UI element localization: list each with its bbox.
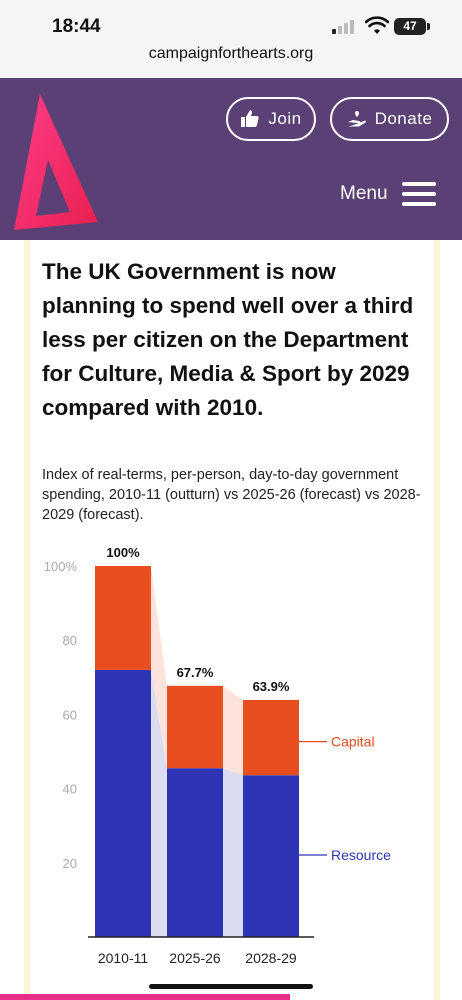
y-tick-label: 60 <box>63 707 77 722</box>
resource-connector <box>151 669 167 937</box>
chart-subtitle: Index of real-terms, per-person, day-to-… <box>42 467 421 523</box>
y-tick-label: 40 <box>63 782 77 797</box>
resource-bar <box>167 768 223 937</box>
capital-bar <box>95 566 151 670</box>
campaign-logo[interactable] <box>12 90 102 230</box>
menu-button[interactable]: Menu <box>340 182 436 206</box>
bar-total-label: 100% <box>106 545 140 560</box>
y-tick-label: 80 <box>63 633 77 648</box>
home-indicator[interactable] <box>149 984 313 989</box>
resource-connector <box>223 768 243 937</box>
bar-total-label: 63.9% <box>253 679 290 694</box>
capital-bar <box>167 685 223 769</box>
donate-button[interactable]: Donate <box>330 97 449 141</box>
capital-legend-label: Capital <box>331 734 375 750</box>
donate-label: Donate <box>374 109 433 128</box>
capital-connector <box>151 566 167 769</box>
site-header: Join Donate Menu <box>0 78 462 240</box>
article-headline: The UK Government is now planning to spe… <box>42 259 414 420</box>
battery-icon: 47 <box>394 18 430 35</box>
resource-bar <box>95 669 151 937</box>
donate-hand-icon <box>347 111 366 127</box>
page-progress-bar <box>0 994 290 1000</box>
status-time: 18:44 <box>52 16 101 37</box>
address-bar[interactable]: campaignforthearts.org <box>148 45 314 62</box>
resource-bar <box>243 775 299 937</box>
x-tick-label: 2025-26 <box>169 950 221 966</box>
x-tick-label: 2010-11 <box>98 950 149 966</box>
signal-icon <box>332 18 358 34</box>
wifi-icon <box>365 16 389 34</box>
x-tick-label: 2028-29 <box>245 950 297 966</box>
bar-total-label: 67.7% <box>177 665 214 680</box>
capital-bar <box>243 699 299 776</box>
join-label: Join <box>268 109 302 128</box>
thumbs-up-icon <box>241 110 260 127</box>
browser-chrome: 18:44 47 campaignforthearts.org <box>0 0 462 78</box>
resource-legend-label: Resource <box>331 847 391 863</box>
spending-chart: 20 40 60 80 100% 100% 2010-11 67.7% 2025-26 63.9%… <box>44 545 391 966</box>
menu-label: Menu <box>340 183 388 204</box>
y-tick-label: 20 <box>63 856 77 871</box>
join-button[interactable]: Join <box>226 97 316 141</box>
capital-connector <box>223 685 243 776</box>
y-tick-label: 100% <box>44 559 78 574</box>
hamburger-icon <box>401 182 436 206</box>
